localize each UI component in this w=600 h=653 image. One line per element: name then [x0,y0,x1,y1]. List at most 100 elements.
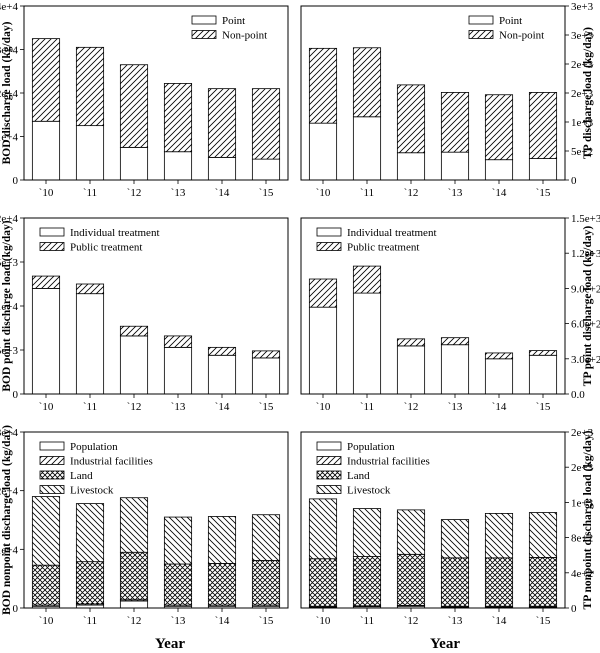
bar-segment [484,358,514,395]
legend-swatch [316,470,342,480]
bar-segment [396,553,426,606]
x-tick-label: `13 [448,401,463,413]
y-axis-label: BOD nonpoint discharge load (kg/day) [1,425,13,615]
bar-segment [396,152,426,181]
y-tick-label: 1e+4 [0,544,18,556]
bar-segment [528,350,558,356]
plot-frame [300,431,566,609]
bar-segment [119,146,149,181]
y-tick-label: 0 [571,603,577,615]
plot-frame [300,217,566,395]
bar-segment [207,156,237,181]
y-axis-label: TP point discharge load (kg/day) [582,226,594,387]
bar-segment [528,92,558,159]
legend-swatch [316,441,342,451]
bar-segment [163,516,193,565]
x-tick-label: `15 [259,187,274,199]
chart-panel: `10 `11 `12 `13 `14 `15 0 1e+4 2e+4 3e+4 4e+4 BOD d… [0,1,289,199]
bar-segment [308,498,338,560]
x-tick-label: `10 [316,187,331,199]
x-tick-label: `11 [83,187,97,199]
bar-segment [207,516,237,564]
legend-swatch [316,227,342,237]
chart-panel: `10 `11 `12 `13 `14 `15 0.0 3.0e+2 6.0e+2 9.0e+2 1… [300,213,600,413]
y-tick-label: 5e+3 [0,345,18,357]
x-tick-label: `15 [259,401,274,413]
legend-swatch [39,470,65,480]
bar-segment [440,557,470,607]
bar-segment [31,38,61,122]
legend-swatch [39,441,65,451]
bar-segment [119,497,149,553]
x-tick-label: `13 [171,615,186,627]
y-axis-label: TP nonpoint discharge load (kg/day) [582,430,594,609]
bar-segment [440,519,470,559]
y-tick-label: 1e+3 [571,497,594,509]
bar-segment [207,354,237,395]
x-tick-label: `13 [171,401,186,413]
y-tick-label: 15e+3 [0,257,18,269]
bar-segment [251,560,281,606]
y-tick-label: 3e+4 [0,45,18,57]
x-tick-label: `14 [492,401,507,413]
legend-label: Point [222,15,245,27]
bar-segment [352,47,382,118]
legend-swatch [468,30,494,39]
x-tick-label: `13 [448,615,463,627]
x-tick-label: `14 [215,401,230,413]
y-tick-label: 2e+4 [0,213,18,225]
x-tick-label: `11 [83,615,97,627]
chart-panel: `10 `11 `12 `13 `14 `15 0 5e+3 1e+4 15e+3 2e+4BOD … [0,213,289,413]
y-tick-label: 4e+2 [571,568,593,580]
bar-segment [251,350,281,359]
legend-label: Population [70,441,118,453]
bar-segment [251,357,281,395]
legend-swatch [191,15,217,25]
bar-segment [163,335,193,348]
x-tick-label: `15 [536,187,551,199]
y-tick-label: 2e+3 [571,427,594,439]
y-axis-label: TP discharge load (kg/day) [582,27,594,159]
bar-segment [528,158,558,181]
x-tick-label: `15 [536,615,551,627]
bar-segment [207,88,237,158]
legend-swatch [316,485,342,494]
chart-panel: `10 `11 `12 `13 `14 `15 0 5e+2 1e+3 2e+3 2e+3 3e+3 3… [300,1,594,199]
chart-panel: `10 `11 `12 `13 `14 `15 0 4e+2 8e+2 1e+3 2e+3 2e+3T… [300,427,594,627]
bar-segment [352,116,382,181]
bar-segment [396,345,426,395]
bar-segment [119,600,149,609]
x-tick-label: `11 [360,615,374,627]
y-tick-label: 2e+3 [571,462,594,474]
y-tick-label: 3e+4 [0,427,18,439]
bar-segment [396,84,426,154]
y-tick-label: 9.0e+2 [571,283,600,295]
bar-segment [75,561,105,605]
x-axis-title-left: Year [155,636,185,652]
bar-segment [396,509,426,555]
legend-label: Non-point [222,30,267,42]
x-tick-label: `12 [127,401,142,413]
x-tick-label: `10 [316,615,331,627]
legend-label: Livestock [70,485,114,497]
legend-label: Public treatment [70,242,142,254]
bar-segment [352,508,382,557]
bar-segment [308,306,338,395]
x-tick-label: `15 [536,401,551,413]
bar-segment [119,64,149,148]
bar-segment [119,551,149,601]
y-tick-label: 0 [13,603,19,615]
bar-segment [75,503,105,563]
bar-segment [440,92,470,153]
x-tick-label: `12 [127,187,142,199]
x-tick-label: `14 [492,187,507,199]
bar-segment [31,564,61,606]
bar-segment [308,47,338,124]
y-tick-label: 1e+3 [571,117,594,129]
bar-segment [251,158,281,181]
bar-segment [484,159,514,181]
y-tick-label: 2e+4 [0,486,18,498]
bar-segment [352,556,382,607]
bar-segment [308,122,338,181]
